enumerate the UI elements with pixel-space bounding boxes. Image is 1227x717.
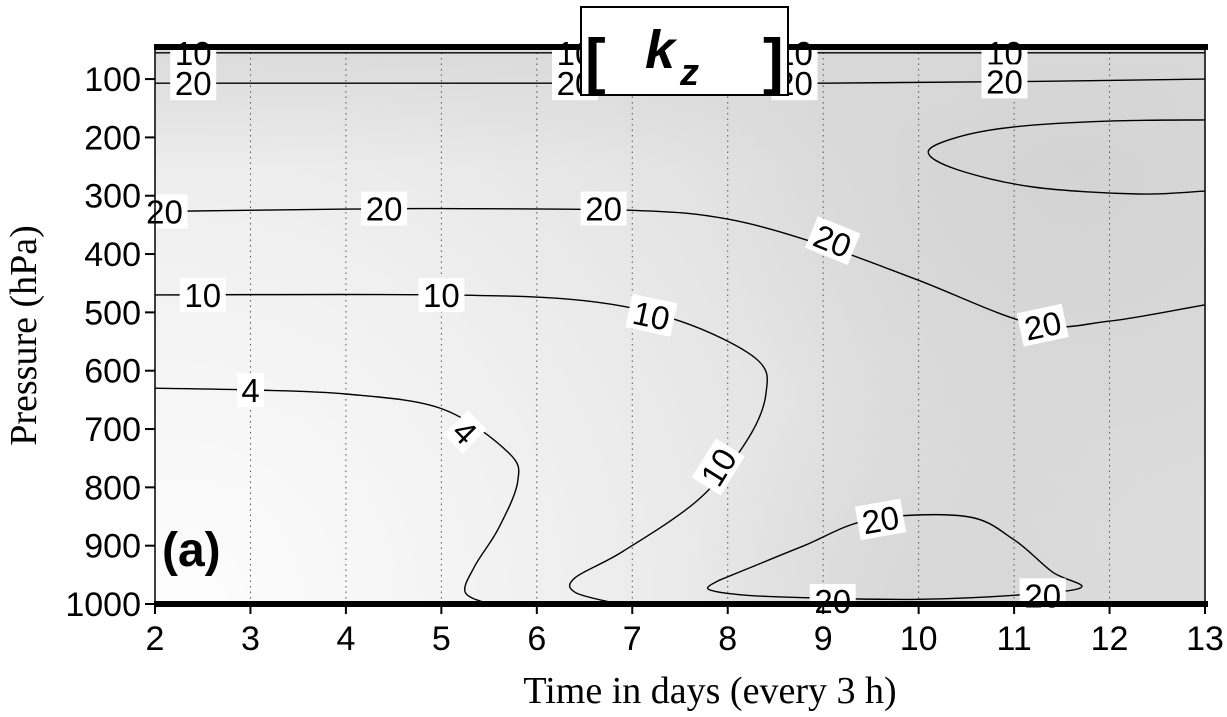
contour-label-bg	[141, 194, 188, 229]
y-tick-label-100: 100	[84, 61, 141, 99]
contour-label-text: 20	[859, 498, 902, 541]
contour-10-4	[154, 293, 769, 604]
contour-label-text: 20	[146, 194, 183, 231]
contour-label-bg	[418, 277, 465, 312]
x-tick-label-6: 6	[527, 620, 546, 658]
contour-label-bg	[691, 438, 745, 496]
contour-label-text: 10	[423, 277, 460, 314]
contour-label-text: 20	[366, 191, 403, 228]
panel-label: (a)	[162, 524, 221, 577]
y-tick-label-500: 500	[84, 294, 141, 332]
contour-label-bg	[170, 35, 217, 70]
x-axis-title: Time in days (every 3 h)	[523, 670, 896, 712]
contour-label-13: 10	[179, 277, 226, 314]
title-bracket-close: ]	[763, 27, 784, 96]
x-tick-label-9: 9	[814, 620, 833, 658]
contour-label-text: 20	[1021, 304, 1065, 348]
x-tick-label-13: 13	[1186, 620, 1224, 658]
contour-label-8: 20	[141, 194, 188, 231]
y-tick-label-1000: 1000	[65, 586, 141, 624]
contour-label-10: 20	[580, 191, 627, 228]
title-subscript: z	[679, 52, 699, 94]
contour-label-12: 20	[1016, 303, 1069, 348]
contour-label-text: 10	[629, 294, 673, 338]
contour-label-bg	[580, 191, 627, 226]
contour-20-6	[706, 513, 1083, 601]
y-tick-label-300: 300	[84, 178, 141, 216]
contour-label-4: 20	[170, 65, 217, 102]
contour-label-text: 20	[175, 65, 212, 102]
contour-label-bg	[854, 498, 907, 541]
contour-label-17: 4	[237, 372, 264, 409]
contour-label-bg	[179, 277, 226, 312]
contour-label-bg	[625, 293, 678, 337]
y-tick-label-400: 400	[84, 236, 141, 274]
title-bracket-open: [	[585, 27, 606, 96]
contour-label-text: 10	[184, 277, 221, 314]
y-tick-label-800: 800	[84, 469, 141, 507]
x-tick-label-5: 5	[432, 620, 451, 658]
contour-label-text: 4	[241, 372, 259, 409]
title-variable: k	[645, 20, 678, 80]
contour-label-bg	[170, 66, 217, 101]
contour-label-text: 20	[1024, 577, 1061, 614]
contour-label-18: 4	[443, 410, 487, 454]
x-tick-label-2: 2	[146, 620, 165, 658]
y-axis-ticks: 100 200 300 400 500 600 700 800 900 1000	[65, 61, 155, 624]
contour-4-5	[154, 387, 520, 605]
contour-20-2	[927, 119, 1206, 195]
title-frame	[580, 6, 789, 96]
contour-label-14: 10	[418, 277, 465, 314]
contour-label-21: 20	[1019, 577, 1066, 614]
contour-label-bg	[1016, 303, 1069, 347]
contour-label-bg	[981, 35, 1028, 70]
chart-title-box: [ k z ]	[580, 6, 789, 96]
x-tick-label-11: 11	[996, 620, 1031, 658]
y-tick-label-900: 900	[84, 528, 141, 566]
contour-label-bg	[805, 216, 861, 265]
x-tick-label-4: 4	[336, 620, 355, 658]
x-tick-label-10: 10	[900, 620, 938, 658]
contour-label-text: 10	[175, 35, 212, 72]
x-tick-label-7: 7	[623, 620, 642, 658]
x-axis-ticks: 2 3 4 5 6 7 8 9 10 11 12 13	[146, 604, 1224, 658]
contour-label-0: 10	[170, 35, 217, 72]
contour-label-19: 20	[854, 498, 907, 541]
y-tick-label-700: 700	[84, 411, 141, 449]
contour-label-text: 20	[986, 63, 1023, 100]
contour-label-7: 20	[981, 63, 1028, 100]
contour-label-bg	[361, 191, 408, 226]
contour-label-bg	[443, 410, 487, 454]
x-tick-label-8: 8	[718, 620, 737, 658]
y-tick-label-200: 200	[84, 119, 141, 157]
contour-label-9: 20	[361, 191, 408, 228]
contour-label-bg	[981, 64, 1028, 99]
y-tick-label-600: 600	[84, 353, 141, 391]
contour-label-15: 10	[625, 293, 678, 338]
contour-label-bg	[237, 372, 264, 407]
y-axis-title: Pressure (hPa)	[3, 225, 45, 446]
x-tick-label-12: 12	[1091, 620, 1129, 658]
contour-label-text: 20	[585, 191, 622, 228]
x-tick-label-3: 3	[241, 620, 260, 658]
